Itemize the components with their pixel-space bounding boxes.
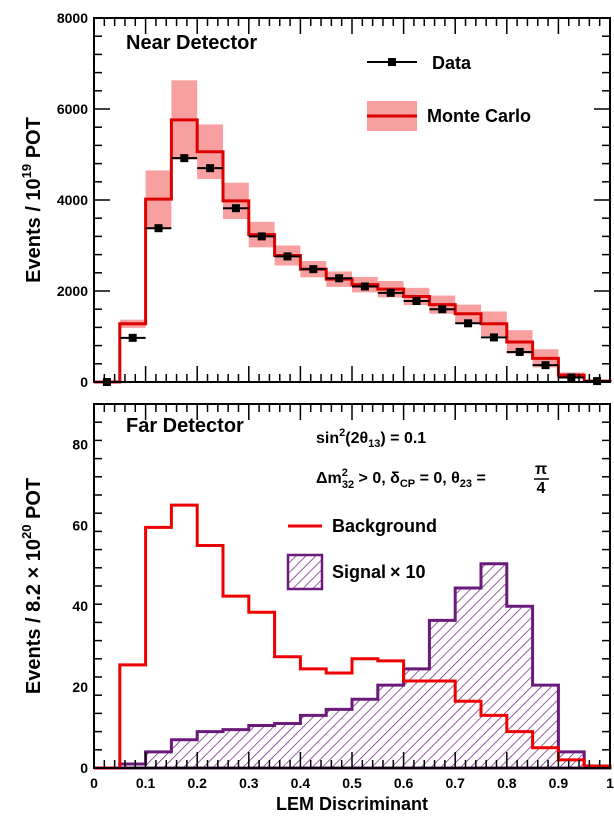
y-axis-label: Events / 1019 POT bbox=[19, 117, 45, 283]
data-point bbox=[558, 373, 585, 382]
data-point bbox=[326, 274, 352, 283]
data-point bbox=[403, 297, 430, 306]
data-point bbox=[506, 347, 533, 356]
legend-signal-label: Signal × 10 bbox=[332, 562, 426, 582]
mc-step-line bbox=[94, 118, 612, 384]
x-tick-label: 0.2 bbox=[187, 775, 207, 791]
legend-data-marker bbox=[367, 58, 417, 66]
legend: Data Monte Carlo bbox=[367, 53, 531, 131]
data-point bbox=[274, 252, 301, 261]
plot-frame bbox=[93, 403, 611, 769]
data-points bbox=[94, 154, 610, 386]
y-axis-ticks: 0 20 40 60 80 bbox=[72, 403, 610, 776]
data-point bbox=[377, 288, 404, 297]
data-point bbox=[223, 204, 249, 213]
legend-signal-marker bbox=[286, 553, 324, 591]
x-tick-label: 1 bbox=[606, 775, 614, 791]
data-point bbox=[197, 164, 223, 173]
x-tick-label: 0.1 bbox=[136, 775, 156, 791]
y-tick-label: 0 bbox=[80, 760, 88, 776]
x-axis-label: LEM Discriminant bbox=[276, 794, 428, 814]
legend-mc-marker bbox=[367, 101, 417, 131]
x-axis-ticks bbox=[93, 18, 611, 382]
x-tick-label: 0.9 bbox=[549, 775, 569, 791]
data-point bbox=[429, 305, 456, 314]
y-tick-label: 0 bbox=[80, 374, 88, 390]
data-point bbox=[171, 154, 198, 163]
data-point bbox=[119, 333, 146, 342]
y-tick-label: 20 bbox=[72, 679, 88, 695]
y-tick-label: 2000 bbox=[57, 283, 88, 299]
legend-data-label: Data bbox=[432, 53, 472, 73]
fraction-denominator: 4 bbox=[537, 480, 546, 497]
x-tick-label: 0.7 bbox=[445, 775, 465, 791]
panel-title: Far Detector bbox=[126, 415, 244, 437]
near-detector-panel: 0 2000 4000 6000 8000 Near Detector Data Mon… bbox=[19, 10, 612, 390]
data-point bbox=[352, 282, 378, 291]
annotation-mass-splitting: Δm2 32 > 0, δCP = 0, θ23 = π 4 bbox=[316, 461, 549, 497]
background-step-line bbox=[94, 503, 612, 770]
x-tick-label: 0.8 bbox=[497, 775, 517, 791]
y-tick-label: 80 bbox=[72, 436, 88, 452]
legend-background-label: Background bbox=[332, 516, 437, 536]
data-point bbox=[455, 319, 481, 328]
y-tick-label: 8000 bbox=[57, 10, 88, 26]
x-tick-label: 0.6 bbox=[394, 775, 414, 791]
legend: Background Signal × 10 bbox=[286, 516, 437, 591]
data-point bbox=[145, 224, 172, 233]
annotation-theta13: sin2(2θ13) = 0.1 bbox=[316, 427, 426, 450]
y-axis-label: Events / 8.2 × 1020 POT bbox=[19, 478, 45, 694]
x-tick-label: 0 bbox=[90, 775, 98, 791]
mc-error-bands bbox=[119, 80, 610, 382]
fraction-numerator: π bbox=[535, 461, 547, 478]
data-point bbox=[481, 333, 507, 342]
y-tick-label: 6000 bbox=[57, 101, 88, 117]
plot-frame bbox=[93, 17, 611, 383]
x-tick-label: 0.5 bbox=[342, 775, 362, 791]
data-point bbox=[248, 232, 275, 241]
panel-title: Near Detector bbox=[126, 32, 257, 54]
x-tick-label: 0.3 bbox=[239, 775, 259, 791]
x-tick-label: 0.4 bbox=[291, 775, 311, 791]
data-point bbox=[532, 361, 559, 370]
y-tick-label: 4000 bbox=[57, 192, 88, 208]
x-axis-ticks: 0 0.1 0.2 0.3 0.4 0.5 0.6 0.7 0.8 0.9 1 bbox=[90, 404, 614, 791]
legend-mc-label: Monte Carlo bbox=[427, 106, 531, 126]
y-tick-label: 60 bbox=[72, 517, 88, 533]
signal-hatched-histogram bbox=[94, 562, 612, 770]
y-tick-label: 40 bbox=[72, 598, 88, 614]
data-point bbox=[300, 265, 327, 274]
